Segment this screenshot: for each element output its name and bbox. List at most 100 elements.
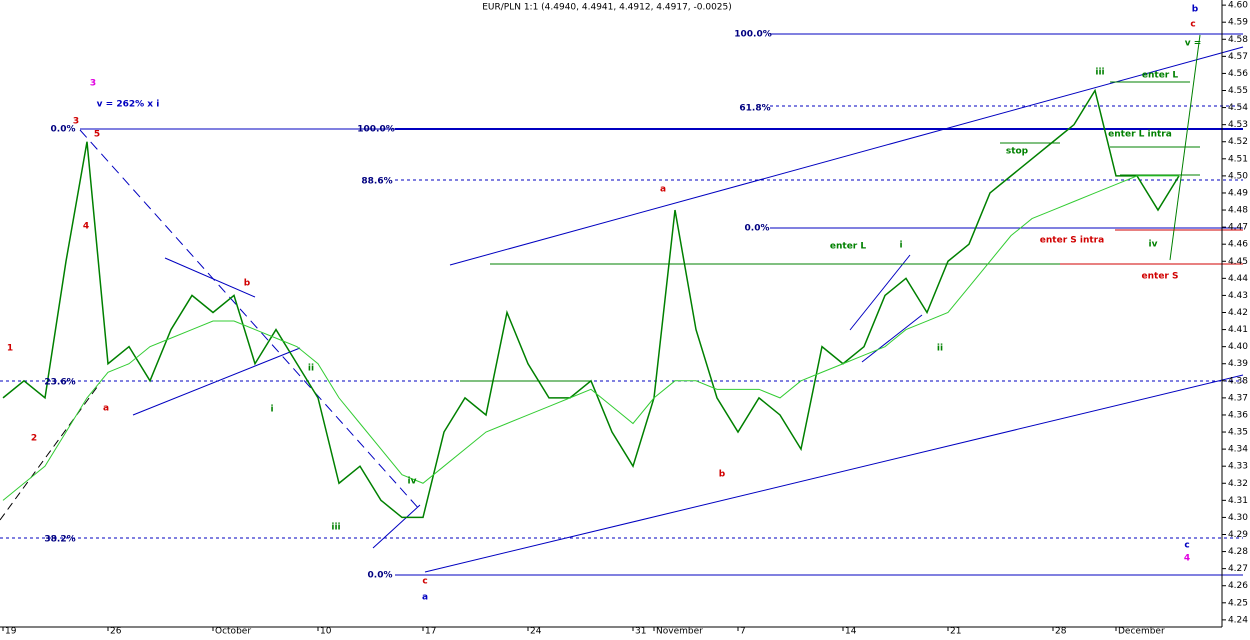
y-tick-label: 4.26: [1228, 581, 1248, 591]
y-tick-label: 4.35: [1228, 428, 1248, 438]
annotation: 2: [31, 434, 37, 444]
annotation: 0.0%: [368, 571, 393, 581]
y-tick-label: 4.30: [1228, 513, 1248, 523]
annotation: 0.0%: [51, 125, 76, 135]
annotation: 4: [1184, 554, 1190, 564]
x-tick-label: November: [656, 627, 703, 637]
projection-line: [1169, 34, 1201, 261]
annotation: 88.6%: [361, 177, 392, 187]
annotation: 0.0%: [745, 224, 770, 234]
annotation: b: [244, 279, 251, 289]
y-tick-label: 4.24: [1228, 615, 1248, 625]
x-tick-label: 24: [530, 627, 542, 637]
annotation: ii: [308, 364, 314, 374]
annotation: 100.0%: [734, 30, 772, 40]
y-tick-label: 4.37: [1228, 393, 1248, 403]
x-tick-label: December: [1118, 627, 1165, 637]
y-tick-label: 4.44: [1228, 274, 1248, 284]
y-tick-label: 4.28: [1228, 547, 1248, 557]
y-tick-label: 4.55: [1228, 86, 1248, 96]
annotation: 3: [73, 117, 79, 127]
annotation: 4: [83, 222, 89, 232]
y-tick-label: 4.60: [1228, 1, 1248, 11]
annotation: c: [1190, 20, 1195, 30]
y-tick-label: 4.27: [1228, 564, 1248, 574]
y-tick-label: 4.42: [1228, 308, 1248, 318]
trend-line: [372, 504, 421, 549]
y-tick-label: 4.34: [1228, 445, 1248, 455]
annotation: c: [1184, 541, 1189, 551]
annotation: v =: [1185, 39, 1202, 49]
y-tick-label: 4.54: [1228, 103, 1248, 113]
annotation: enter L intra: [1108, 130, 1172, 140]
annotation: b: [1192, 5, 1199, 15]
y-tick-label: 4.57: [1228, 52, 1248, 62]
channel-line: [449, 46, 1244, 266]
annotation: 100.0%: [357, 125, 395, 135]
y-tick-label: 4.49: [1228, 188, 1248, 198]
annotation: 1: [7, 344, 13, 354]
annotation: 61.8%: [739, 104, 770, 114]
annotation: iii: [1095, 68, 1104, 78]
annotation: v = 262% x i: [97, 100, 160, 110]
annotation: 38.2%: [44, 535, 75, 545]
x-tick-label: 10: [320, 627, 332, 637]
annotation: a: [660, 185, 666, 195]
trend-line: [861, 314, 923, 363]
annotation: ii: [937, 344, 943, 354]
trend-line: [849, 254, 911, 331]
x-tick-label: October: [215, 627, 251, 637]
y-tick-label: 4.32: [1228, 479, 1248, 489]
annotation: 3: [90, 79, 96, 89]
trend-line: [164, 257, 256, 298]
annotation: i: [270, 405, 273, 415]
y-tick-label: 4.29: [1228, 530, 1248, 540]
annotation: stop: [1006, 147, 1029, 157]
x-tick-label: 21: [950, 627, 961, 637]
x-tick-label: 19: [5, 627, 17, 637]
y-tick-label: 4.50: [1228, 171, 1248, 181]
chart-title: EUR/PLN 1:1 (4.4940, 4.4941, 4.4912, 4.4…: [482, 3, 732, 13]
x-tick-label: 17: [425, 627, 436, 637]
y-tick-label: 4.56: [1228, 69, 1248, 79]
y-tick-label: 4.52: [1228, 137, 1248, 147]
annotation: b: [719, 470, 726, 480]
y-tick-label: 4.40: [1228, 342, 1248, 352]
x-tick-label: 14: [845, 627, 857, 637]
trend-line: [132, 347, 301, 416]
trend-line: [79, 129, 421, 511]
y-tick-label: 4.39: [1228, 359, 1248, 369]
y-tick-label: 4.41: [1228, 325, 1248, 335]
annotation: a: [422, 593, 428, 603]
y-tick-label: 4.43: [1228, 291, 1248, 301]
x-tick-label: 28: [1055, 627, 1067, 637]
annotation: c: [422, 577, 427, 587]
y-tick-label: 4.38: [1228, 376, 1248, 386]
annotation: iv: [1149, 240, 1158, 250]
price-line: [2, 175, 1179, 501]
y-tick-label: 4.33: [1228, 462, 1248, 472]
annotation: iii: [331, 523, 340, 533]
trend-line: [0, 382, 101, 521]
annotation: enter L: [1142, 71, 1178, 81]
annotation: iv: [408, 477, 417, 487]
y-tick-label: 4.25: [1228, 598, 1248, 608]
drawn-lines: [0, 0, 1244, 628]
x-tick-label: 7: [740, 627, 746, 637]
price-line: [2, 88, 1180, 519]
y-tick-label: 4.36: [1228, 410, 1248, 420]
annotation: enter L: [830, 242, 866, 252]
annotation: i: [899, 241, 902, 251]
y-tick-label: 4.59: [1228, 18, 1248, 28]
y-tick-label: 4.51: [1228, 154, 1248, 164]
y-tick-label: 4.45: [1228, 257, 1248, 267]
annotation: 23.6%: [44, 378, 75, 388]
annotation: 5: [94, 130, 100, 140]
channel-line: [424, 374, 1244, 573]
x-tick-label: 31: [635, 627, 646, 637]
y-tick-label: 4.46: [1228, 240, 1248, 250]
annotation: enter S intra: [1040, 236, 1104, 246]
annotation: a: [103, 404, 109, 414]
y-tick-label: 4.53: [1228, 120, 1248, 130]
